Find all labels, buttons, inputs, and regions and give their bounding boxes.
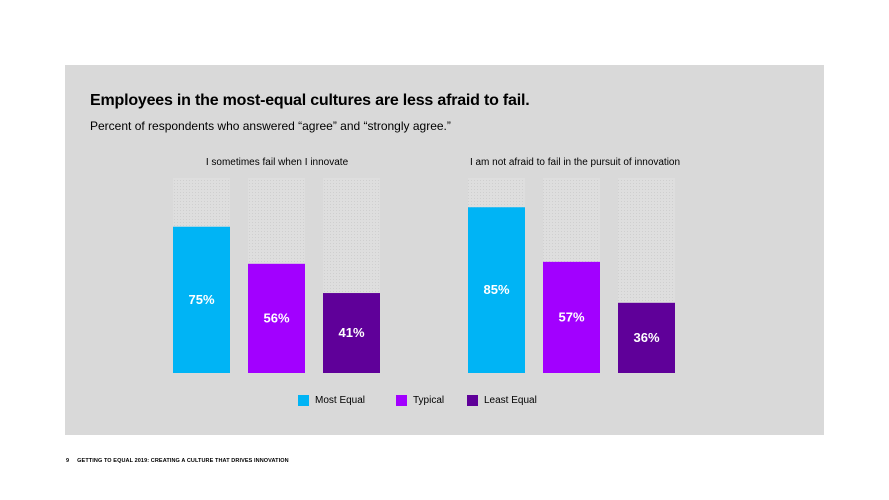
legend-item-most-equal: Most Equal [298,395,365,406]
group-title-fail-when-innovate: I sometimes fail when I innovate [205,157,349,168]
legend-label-most-equal: Most Equal [315,395,366,406]
bar-2-least-equal [618,302,675,373]
legend-label-least-equal: Least Equal [484,395,537,406]
data-label-2-least-equal: 36% [633,330,659,345]
bar-2-typical [543,261,600,373]
legend-swatch-least-equal [467,395,478,406]
legend-swatch-most-equal [298,395,309,406]
bar-1-least-equal [323,293,380,373]
bar-1-most-equal [173,226,230,373]
legend-label-typical: Typical [413,395,445,406]
page-footer: 9 GETTING TO EQUAL 2019: CREATING A CULTU… [66,458,289,464]
data-label-2-most-equal: 85% [483,282,509,297]
chart-subtitle: Percent of respondents who answered “agr… [90,119,451,133]
bar-2-most-equal [468,207,525,373]
page-number: 9 [66,458,70,464]
legend-item-typical: Typical [396,395,444,406]
bar-1-typical [248,263,305,373]
data-label-1-typical: 56% [263,310,289,325]
legend-swatch-typical [396,395,407,406]
group-title-not-afraid-to-fail: I am not afraid to fail in the pursuit o… [469,157,681,168]
data-label-1-least-equal: 41% [338,325,364,340]
data-label-1-most-equal: 75% [188,292,214,307]
footer-text: GETTING TO EQUAL 2019: CREATING A CULTUR… [77,458,289,464]
legend-item-least-equal: Least Equal [467,395,537,406]
data-label-2-typical: 57% [558,309,584,324]
chart-title: Employees in the most-equal cultures are… [90,92,530,109]
